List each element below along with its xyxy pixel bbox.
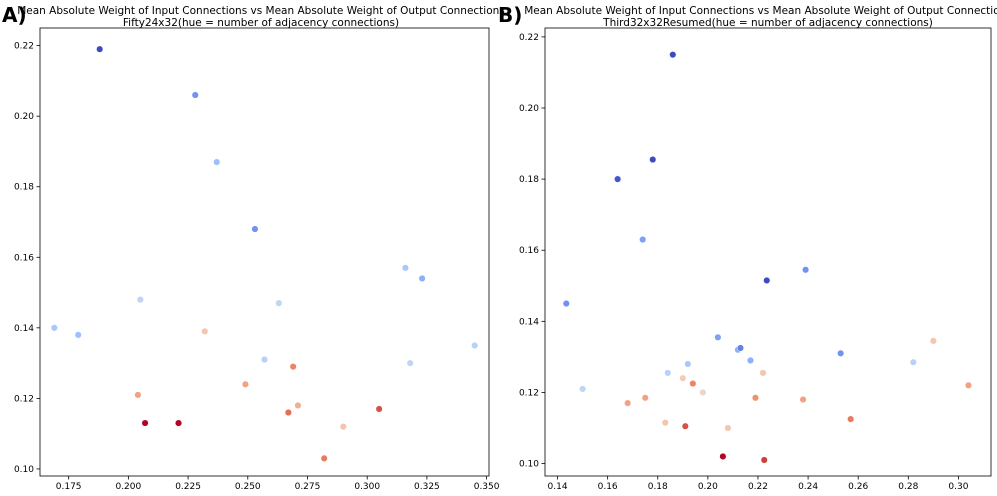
- chart-subtitle: Fifty24x32(hue = number of adjacency con…: [123, 17, 399, 29]
- data-point: [260, 356, 269, 364]
- data-point: [964, 381, 972, 389]
- x-tick-label: 0.175: [56, 482, 82, 492]
- x-tick-label: 0.225: [175, 482, 201, 492]
- chart-panel-1: A)Mean Absolute Weight of Input Connecti…: [2, 3, 505, 492]
- y-tick-label: 0.18: [14, 183, 34, 193]
- data-point: [136, 296, 144, 304]
- data-point: [759, 369, 767, 377]
- plot-frame: [544, 27, 992, 477]
- y-tick-label: 0.10: [14, 465, 34, 475]
- data-point: [339, 423, 347, 431]
- data-point: [837, 349, 845, 357]
- panel-label: B): [498, 3, 522, 27]
- data-point: [799, 396, 807, 404]
- data-point: [714, 333, 722, 341]
- y-tick-label: 0.22: [14, 42, 34, 52]
- data-point: [289, 363, 297, 371]
- x-tick-label: 0.325: [414, 482, 440, 492]
- data-point: [134, 391, 142, 399]
- y-tick-label: 0.22: [519, 33, 539, 43]
- y-tick-label: 0.14: [14, 324, 34, 334]
- data-point: [929, 337, 937, 345]
- data-point: [320, 454, 328, 462]
- chart-title: Mean Absolute Weight of Input Connection…: [524, 5, 997, 17]
- data-point: [719, 452, 727, 460]
- chart-title: Mean Absolute Weight of Input Connection…: [17, 5, 505, 17]
- data-point: [141, 419, 149, 427]
- data-point: [406, 359, 414, 367]
- data-point: [649, 156, 657, 164]
- data-point: [699, 388, 707, 396]
- data-point: [471, 341, 479, 350]
- x-tick-label: 0.300: [354, 482, 380, 492]
- data-point: [639, 236, 647, 244]
- data-point: [736, 344, 744, 352]
- x-tick-label: 0.30: [948, 482, 968, 492]
- data-point: [802, 266, 810, 274]
- data-point: [375, 405, 383, 413]
- x-tick-label: 0.20: [698, 482, 718, 492]
- data-point: [746, 356, 755, 364]
- y-tick-label: 0.14: [519, 317, 539, 327]
- x-tick-label: 0.14: [548, 482, 568, 492]
- data-point: [294, 401, 302, 409]
- data-point: [624, 399, 632, 407]
- x-tick-label: 0.18: [648, 482, 668, 492]
- data-point: [241, 380, 249, 388]
- x-tick-label: 0.22: [748, 482, 768, 492]
- x-tick-label: 0.26: [848, 482, 868, 492]
- data-point: [664, 369, 672, 377]
- data-point: [724, 424, 732, 432]
- data-point: [689, 380, 697, 388]
- data-point: [614, 175, 622, 183]
- x-tick-label: 0.28: [898, 482, 918, 492]
- plot-frame: [39, 27, 490, 477]
- data-point: [579, 385, 587, 393]
- data-point: [681, 422, 689, 430]
- data-point: [275, 299, 283, 307]
- data-point: [751, 394, 760, 402]
- data-point: [669, 51, 677, 59]
- data-point: [50, 324, 58, 332]
- data-point: [213, 158, 221, 166]
- y-tick-label: 0.12: [14, 394, 34, 404]
- y-tick-label: 0.12: [519, 388, 539, 398]
- data-point: [74, 331, 82, 339]
- data-point: [96, 45, 104, 53]
- x-tick-label: 0.16: [598, 482, 618, 492]
- data-point: [174, 419, 183, 427]
- x-tick-label: 0.200: [115, 482, 141, 492]
- y-tick-label: 0.16: [519, 246, 539, 256]
- data-point: [251, 225, 259, 233]
- data-point: [201, 327, 209, 335]
- y-tick-label: 0.20: [519, 104, 539, 114]
- data-point: [763, 276, 771, 284]
- data-point: [847, 415, 855, 423]
- data-point: [562, 300, 570, 308]
- x-tick-label: 0.275: [295, 482, 321, 492]
- data-point: [641, 394, 649, 402]
- data-point: [909, 358, 917, 366]
- data-point: [760, 456, 768, 464]
- y-tick-label: 0.10: [519, 460, 539, 470]
- y-tick-label: 0.16: [14, 253, 34, 263]
- x-tick-label: 0.250: [235, 482, 261, 492]
- y-tick-label: 0.20: [14, 112, 34, 122]
- chart-subtitle: Third32x32Resumed(hue = number of adjace…: [602, 17, 933, 29]
- chart-panel-2: B) Mean Absolute Weight of Input Connecti…: [498, 3, 997, 492]
- y-tick-label: 0.18: [519, 175, 539, 185]
- data-point: [661, 419, 669, 427]
- panel-label: A): [2, 3, 27, 27]
- data-point: [679, 374, 687, 382]
- data-point: [284, 408, 292, 417]
- data-point: [684, 360, 692, 368]
- x-tick-label: 0.350: [474, 482, 500, 492]
- data-point: [401, 264, 409, 272]
- data-point: [191, 91, 199, 99]
- data-point: [418, 274, 426, 283]
- x-tick-label: 0.24: [798, 482, 818, 492]
